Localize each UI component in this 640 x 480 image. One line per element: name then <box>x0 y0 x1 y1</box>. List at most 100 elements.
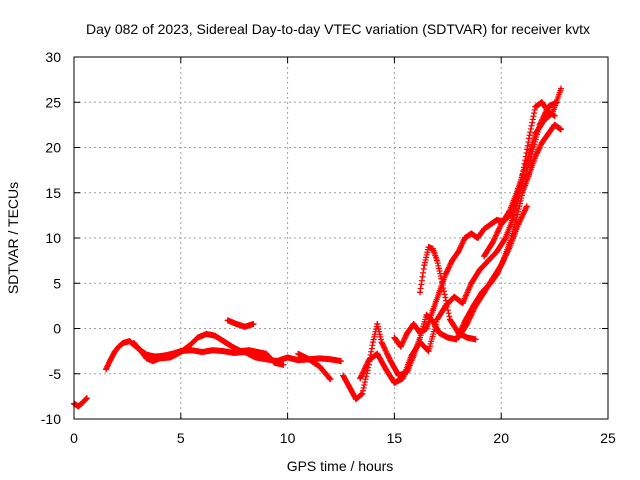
data-point <box>252 354 259 361</box>
y-axis-label: SDTVAR / TECUs <box>5 182 21 294</box>
data-point <box>525 171 532 178</box>
data-point <box>284 354 291 361</box>
data-point <box>374 350 381 357</box>
data-point <box>538 139 545 146</box>
data-point <box>493 248 500 255</box>
x-tick-label: 15 <box>387 430 403 446</box>
data-point <box>370 339 377 346</box>
data-point <box>506 244 513 251</box>
data-point <box>188 347 195 354</box>
data-point <box>397 343 404 350</box>
data-point <box>436 330 443 337</box>
data-point <box>75 403 82 410</box>
y-tick-label: 20 <box>45 140 61 156</box>
data-point <box>429 245 436 252</box>
data-point <box>549 110 556 117</box>
data-point <box>280 361 287 368</box>
data-point <box>474 235 481 241</box>
data-point <box>481 289 488 296</box>
data-point <box>425 348 432 355</box>
data-point <box>246 347 253 354</box>
data-point <box>464 334 471 341</box>
data-point <box>374 320 381 327</box>
data-point <box>438 275 445 282</box>
data-point <box>472 336 479 343</box>
y-tick-label: 10 <box>45 230 61 246</box>
series-track-3 <box>130 330 287 368</box>
data-point <box>115 343 122 350</box>
data-points <box>71 85 565 410</box>
data-point <box>209 347 216 354</box>
data-point <box>177 349 184 356</box>
data-point <box>434 257 441 264</box>
data-point <box>250 320 257 327</box>
data-point <box>468 280 475 287</box>
y-tick-label: 0 <box>53 321 61 337</box>
data-point <box>487 221 494 228</box>
data-point <box>459 300 466 307</box>
data-point <box>446 316 453 323</box>
data-point <box>558 85 565 92</box>
data-point <box>481 253 488 260</box>
data-point <box>338 358 344 365</box>
data-point <box>476 266 483 273</box>
x-tick-label: 0 <box>70 430 78 446</box>
data-point <box>305 356 312 363</box>
data-point <box>203 330 210 337</box>
data-point <box>150 358 157 365</box>
data-point <box>111 349 118 356</box>
data-point <box>525 135 532 142</box>
data-point <box>316 363 323 370</box>
plot-frame <box>73 56 609 420</box>
series-track-11 <box>455 203 530 341</box>
x-tick-label: 5 <box>177 430 185 446</box>
data-point <box>538 99 545 106</box>
data-point <box>378 339 385 346</box>
data-point <box>224 317 231 324</box>
chart-title: Day 082 of 2023, Sidereal Day-to-day VTE… <box>86 21 590 37</box>
data-point <box>455 334 462 341</box>
data-point <box>423 325 430 332</box>
data-point <box>408 352 415 359</box>
data-point <box>468 230 475 237</box>
data-point <box>387 357 394 364</box>
data-point <box>327 376 334 383</box>
series-track-4 <box>224 317 257 330</box>
data-point <box>143 355 150 362</box>
data-point <box>434 316 441 323</box>
data-point <box>481 225 488 232</box>
data-point <box>515 221 522 228</box>
data-point <box>327 356 334 363</box>
data-point <box>540 117 547 124</box>
data-point <box>391 379 398 386</box>
data-point <box>502 235 509 241</box>
data-point <box>357 375 364 382</box>
data-point <box>451 293 458 300</box>
data-point <box>391 334 398 341</box>
data-point <box>79 399 86 406</box>
x-axis-label: GPS time / hours <box>287 458 394 474</box>
data-point <box>382 366 389 373</box>
y-tick-label: 15 <box>45 185 61 201</box>
data-point <box>103 366 110 373</box>
data-point <box>295 350 302 357</box>
data-point <box>199 349 206 356</box>
grid <box>74 57 608 419</box>
data-point <box>194 334 201 341</box>
data-point <box>417 289 424 296</box>
y-tick-label: -5 <box>49 366 62 382</box>
data-point <box>365 357 372 364</box>
data-point <box>346 384 353 391</box>
data-point <box>399 375 406 382</box>
series-track-10 <box>481 85 565 260</box>
data-point <box>506 207 513 214</box>
data-point <box>263 350 270 357</box>
data-point <box>410 320 417 327</box>
data-point <box>130 339 137 346</box>
data-point <box>455 248 462 255</box>
x-tick-label: 10 <box>280 430 296 446</box>
data-point <box>485 257 492 264</box>
y-tick-label: -10 <box>41 411 61 427</box>
data-point <box>558 126 565 133</box>
